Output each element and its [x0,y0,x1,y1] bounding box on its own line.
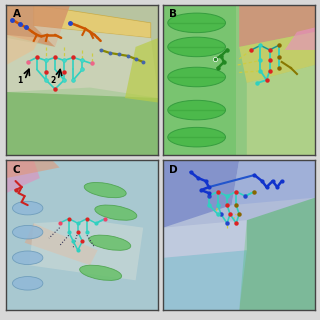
Text: 1: 1 [17,76,22,85]
Polygon shape [29,220,143,280]
Polygon shape [6,160,60,178]
Ellipse shape [89,235,131,250]
Ellipse shape [168,127,226,147]
Polygon shape [247,65,315,155]
Polygon shape [34,5,151,38]
Polygon shape [163,160,239,228]
Polygon shape [239,197,315,310]
Ellipse shape [12,225,43,239]
Polygon shape [239,5,315,47]
Polygon shape [6,35,40,65]
Text: B: B [169,9,177,19]
Polygon shape [6,5,70,47]
Polygon shape [163,220,247,258]
Ellipse shape [168,37,226,57]
Ellipse shape [95,205,137,220]
Polygon shape [163,250,247,310]
Polygon shape [125,38,158,102]
Ellipse shape [84,182,126,198]
Polygon shape [285,28,315,50]
Ellipse shape [168,67,226,87]
Text: A: A [12,9,20,19]
Polygon shape [25,223,98,265]
Ellipse shape [12,201,43,215]
Polygon shape [232,160,315,205]
Ellipse shape [12,251,43,265]
Text: 2: 2 [51,76,56,85]
Polygon shape [6,87,158,155]
Ellipse shape [168,13,226,33]
Ellipse shape [168,100,226,120]
Polygon shape [239,32,315,83]
Polygon shape [163,5,236,155]
Polygon shape [6,160,40,193]
Polygon shape [6,26,158,98]
Ellipse shape [80,265,122,280]
Text: C: C [12,164,20,174]
Text: D: D [169,164,178,174]
Ellipse shape [12,276,43,290]
